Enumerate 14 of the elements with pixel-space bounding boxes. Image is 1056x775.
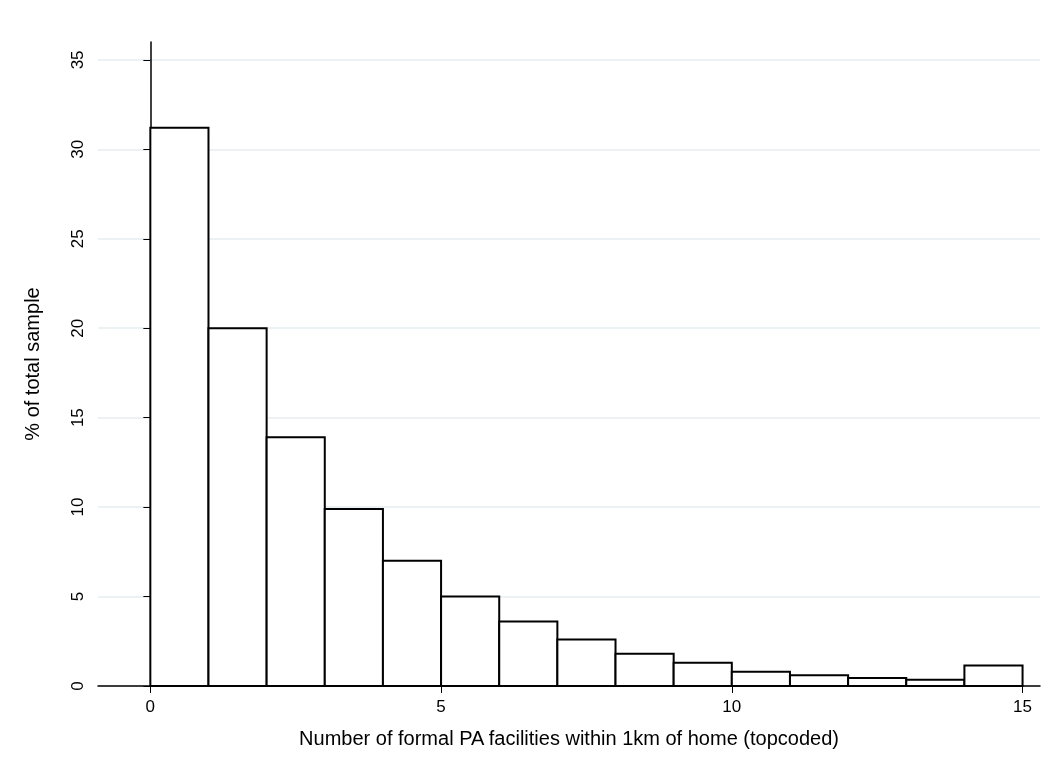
x-tick-label: 0 <box>145 697 156 716</box>
y-tick-label: 15 <box>68 408 87 428</box>
y-tick-label: 5 <box>68 591 87 602</box>
y-tick-label: 0 <box>68 681 87 691</box>
x-axis-title: Number of formal PA facilities within 1km of home (topcoded) <box>299 727 839 749</box>
x-tick-label: 15 <box>1013 697 1033 716</box>
y-tick-label: 30 <box>68 139 87 159</box>
y-tick-label: 20 <box>68 318 87 338</box>
x-tick-label: 10 <box>722 697 742 716</box>
y-axis-title: % of total sample <box>21 287 43 441</box>
x-tick-label: 5 <box>436 697 446 716</box>
y-tick-label: 25 <box>68 229 87 249</box>
y-tick-label: 35 <box>68 50 87 70</box>
y-tick-label: 10 <box>68 497 87 517</box>
